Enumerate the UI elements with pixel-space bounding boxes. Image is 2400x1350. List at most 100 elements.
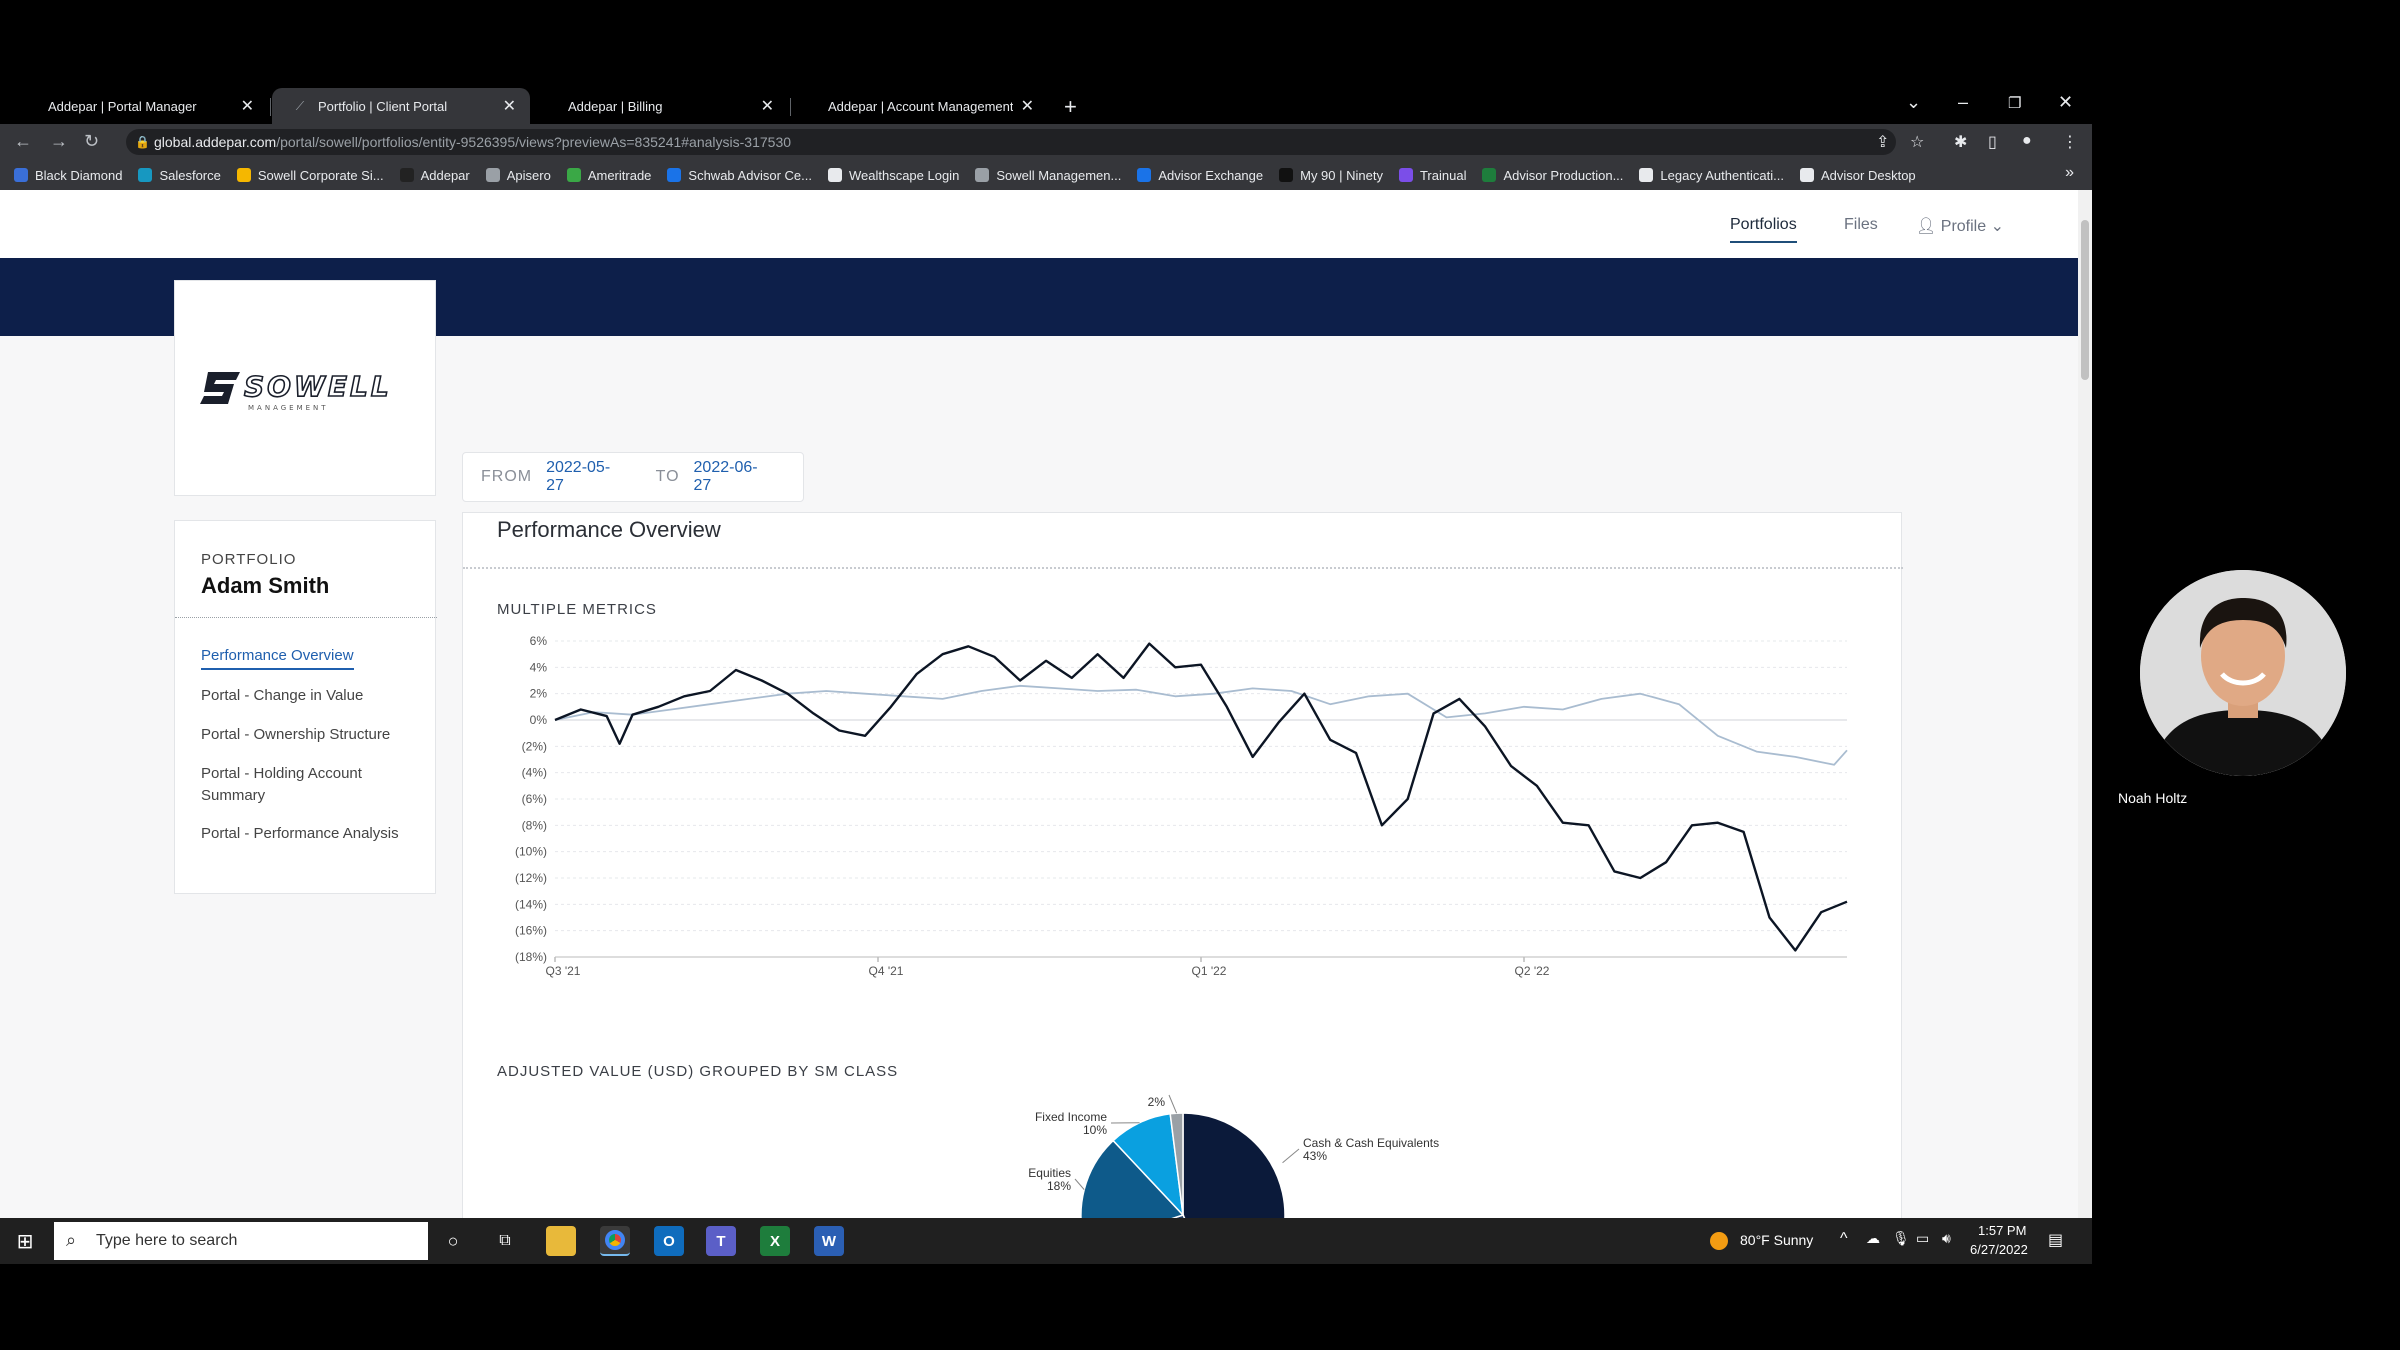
bookmark-icon [667, 168, 682, 182]
extensions-icon[interactable]: ✱ [1954, 134, 1968, 151]
menu-holding-account-summary[interactable]: Portal - Holding Account Summary [201, 765, 362, 804]
pie-leader-line [1074, 1178, 1085, 1190]
outlook-icon[interactable]: O [654, 1226, 684, 1256]
from-label: FROM [481, 468, 533, 485]
volume-icon[interactable]: 🔊︎ [1942, 1230, 1951, 1246]
cortana-icon[interactable]: ○ [447, 1230, 459, 1251]
clock-time[interactable]: 1:57 PM [1978, 1223, 2027, 1238]
side-panel-icon[interactable]: ▯ [1988, 134, 1997, 151]
nav-files[interactable]: Files [1844, 216, 1878, 233]
bookmark-label: Wealthscape Login [848, 167, 960, 183]
pie-slice-cash[interactable] [1182, 1112, 1286, 1218]
bookmark-icon [1639, 168, 1654, 182]
y-tick-label: 0% [530, 713, 548, 727]
bookmark-item[interactable]: Trainual [1398, 168, 1466, 183]
menu-change-in-value[interactable]: Portal - Change in Value [201, 687, 364, 704]
microphone-icon[interactable]: 🎙︎ [1892, 1230, 1910, 1246]
menu-icon[interactable]: ⋮ [2062, 134, 2078, 151]
teams-icon[interactable]: T [706, 1226, 736, 1256]
close-icon[interactable]: ✕ [240, 98, 254, 115]
to-label: TO [655, 468, 680, 485]
tab-billing[interactable]: Addepar | Billing ✕ [548, 88, 788, 124]
url-field[interactable]: 🔒 global.addepar.com/portal/sowell/portf… [126, 129, 1896, 155]
performance-card: Performance Overview MULTIPLE METRICS 6%… [462, 512, 1903, 1218]
bookmark-item[interactable]: Salesforce [138, 168, 221, 183]
bookmark-item[interactable]: Addepar [399, 168, 470, 183]
logo-sub: MANAGEMENT [248, 404, 329, 412]
from-date[interactable]: 2022-05-27 [546, 459, 611, 494]
y-tick-label: (16%) [515, 924, 547, 938]
close-icon[interactable]: ✕ [502, 98, 516, 115]
bookmark-label: Advisor Production... [1503, 167, 1624, 183]
bookmark-label: Advisor Desktop [1821, 167, 1916, 183]
tab-title: Addepar | Account Management [828, 98, 1013, 114]
bookmark-icon [14, 168, 28, 182]
new-tab-icon[interactable]: + [1064, 94, 1077, 119]
scroll-thumb[interactable] [2081, 220, 2089, 380]
address-bar: ← → ↻ 🔒 global.addepar.com/portal/sowell… [0, 124, 2092, 160]
bookmark-item[interactable]: Advisor Exchange [1137, 168, 1263, 183]
y-tick-label: (6%) [522, 792, 547, 806]
tab-search-icon[interactable]: ⌄ [1906, 92, 1922, 112]
chrome-icon[interactable] [600, 1226, 630, 1256]
bookmark-item[interactable]: Ameritrade [566, 168, 651, 183]
nav-portfolios[interactable]: Portfolios [1730, 216, 1797, 243]
bookmark-icon [399, 168, 414, 182]
forward-icon[interactable]: → [50, 131, 68, 151]
bookmarks-overflow-icon[interactable]: » [2065, 164, 2074, 181]
nav-profile[interactable]: 👤︎ Profile ⌄ [1916, 216, 2004, 236]
reload-icon[interactable]: ↻ [84, 131, 100, 151]
x-tick-label: Q3 '21 [546, 964, 581, 978]
bookmark-item[interactable]: Legacy Authenticati... [1639, 168, 1784, 183]
bookmark-item[interactable]: Apisero [485, 168, 551, 183]
menu-performance-overview[interactable]: Performance Overview [201, 645, 354, 670]
task-view-icon[interactable]: ⧉ [499, 1232, 511, 1249]
windows-start-icon[interactable]: ⊞ [16, 1230, 34, 1253]
excel-icon[interactable]: X [760, 1226, 790, 1256]
minimize-icon[interactable]: – [1958, 92, 1969, 112]
weather-icon [1704, 1226, 1734, 1256]
x-tick-label: Q2 '22 [1515, 964, 1550, 978]
onedrive-icon[interactable]: ☁ [1866, 1230, 1880, 1246]
pie-label: Other [1135, 1093, 1165, 1096]
series-benchmark-return [554, 642, 1848, 952]
bookmark-item[interactable]: Sowell Managemen... [975, 168, 1121, 183]
page-scrollbar[interactable] [2078, 190, 2092, 1218]
tab-account-management[interactable]: Addepar | Account Management ✕ [808, 88, 1048, 124]
search-icon: ⌕ [66, 1230, 77, 1250]
menu-performance-analysis[interactable]: Portal - Performance Analysis [201, 825, 399, 842]
taskbar-search[interactable]: ⌕ Type here to search [54, 1222, 428, 1260]
to-date[interactable]: 2022-06-27 [693, 459, 758, 494]
pie-percent: 10% [1083, 1123, 1107, 1137]
close-window-icon[interactable]: ✕ [2058, 92, 2074, 112]
word-icon[interactable]: W [814, 1226, 844, 1256]
tab-portal-manager[interactable]: Addepar | Portal Manager ✕ [28, 88, 268, 124]
network-icon[interactable]: ▭ [1916, 1230, 1930, 1246]
bookmark-label: Advisor Exchange [1158, 167, 1264, 183]
y-tick-label: 4% [530, 660, 548, 674]
close-icon[interactable]: ✕ [1020, 98, 1034, 115]
tab-client-portal[interactable]: ⟋ Portfolio | Client Portal ✕ [272, 88, 530, 124]
profile-icon[interactable]: ● [2022, 132, 2032, 149]
bookmark-item[interactable]: Black Diamond [14, 168, 122, 183]
bookmark-item[interactable]: Schwab Advisor Ce... [667, 168, 812, 183]
restore-icon[interactable]: ❐ [2008, 95, 2022, 112]
section-adjusted-value: ADJUSTED VALUE (USD) GROUPED BY SM CLASS [497, 1063, 899, 1080]
notifications-icon[interactable]: ▤ [2048, 1232, 2064, 1249]
clock-date[interactable]: 6/27/2022 [1970, 1242, 2028, 1257]
y-tick-label: (2%) [522, 739, 547, 753]
back-icon[interactable]: ← [14, 131, 32, 151]
bookmark-item[interactable]: My 90 | Ninety [1279, 168, 1383, 183]
share-icon[interactable]: ⇪ [1876, 134, 1890, 151]
file-explorer-icon[interactable] [546, 1226, 576, 1256]
bookmark-item[interactable]: Advisor Desktop [1800, 168, 1916, 183]
close-icon[interactable]: ✕ [760, 98, 774, 115]
bookmark-item[interactable]: Wealthscape Login [827, 167, 960, 183]
star-icon[interactable]: ☆ [1910, 134, 1925, 151]
menu-ownership-structure[interactable]: Portal - Ownership Structure [201, 726, 391, 743]
bookmark-item[interactable]: Sowell Corporate Si... [236, 168, 384, 183]
bookmark-item[interactable]: Advisor Production... [1482, 168, 1623, 183]
tray-chevron-icon[interactable]: ^ [1840, 1230, 1848, 1247]
